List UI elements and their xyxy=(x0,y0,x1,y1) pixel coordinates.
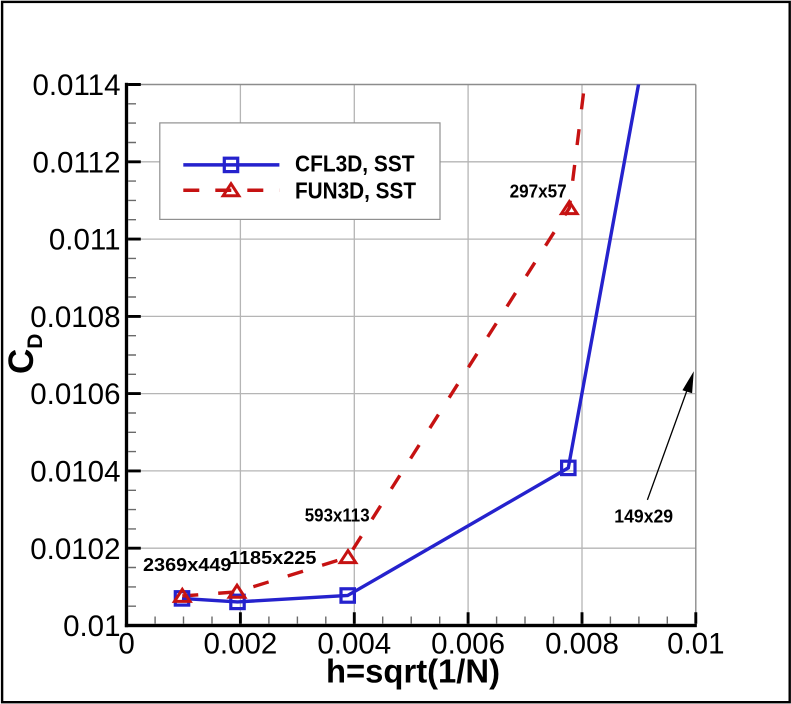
svg-text:0.006: 0.006 xyxy=(431,627,505,660)
svg-text:2369x449: 2369x449 xyxy=(143,555,232,575)
svg-text:0.0108: 0.0108 xyxy=(30,301,120,334)
svg-text:297x57: 297x57 xyxy=(510,182,567,202)
svg-text:CFL3D, SST: CFL3D, SST xyxy=(295,150,415,176)
svg-text:FUN3D, SST: FUN3D, SST xyxy=(295,178,417,204)
svg-text:0.004: 0.004 xyxy=(317,627,391,660)
svg-text:0.011: 0.011 xyxy=(49,224,121,257)
svg-text:0.0112: 0.0112 xyxy=(32,146,120,179)
svg-text:1185x225: 1185x225 xyxy=(229,548,316,568)
svg-text:h=sqrt(1/N): h=sqrt(1/N) xyxy=(326,653,500,690)
svg-text:0.002: 0.002 xyxy=(203,627,277,660)
svg-text:0.0104: 0.0104 xyxy=(30,456,120,489)
svg-text:149x29: 149x29 xyxy=(614,506,673,526)
svg-text:593x113: 593x113 xyxy=(305,506,370,526)
svg-text:0.0114: 0.0114 xyxy=(32,69,120,102)
svg-text:0.0102: 0.0102 xyxy=(30,533,120,566)
svg-text:0.008: 0.008 xyxy=(545,627,619,660)
svg-text:0.0106: 0.0106 xyxy=(30,378,120,411)
svg-text:0: 0 xyxy=(118,627,134,660)
svg-text:0.01: 0.01 xyxy=(63,610,120,643)
svg-text:0.01: 0.01 xyxy=(667,627,724,660)
